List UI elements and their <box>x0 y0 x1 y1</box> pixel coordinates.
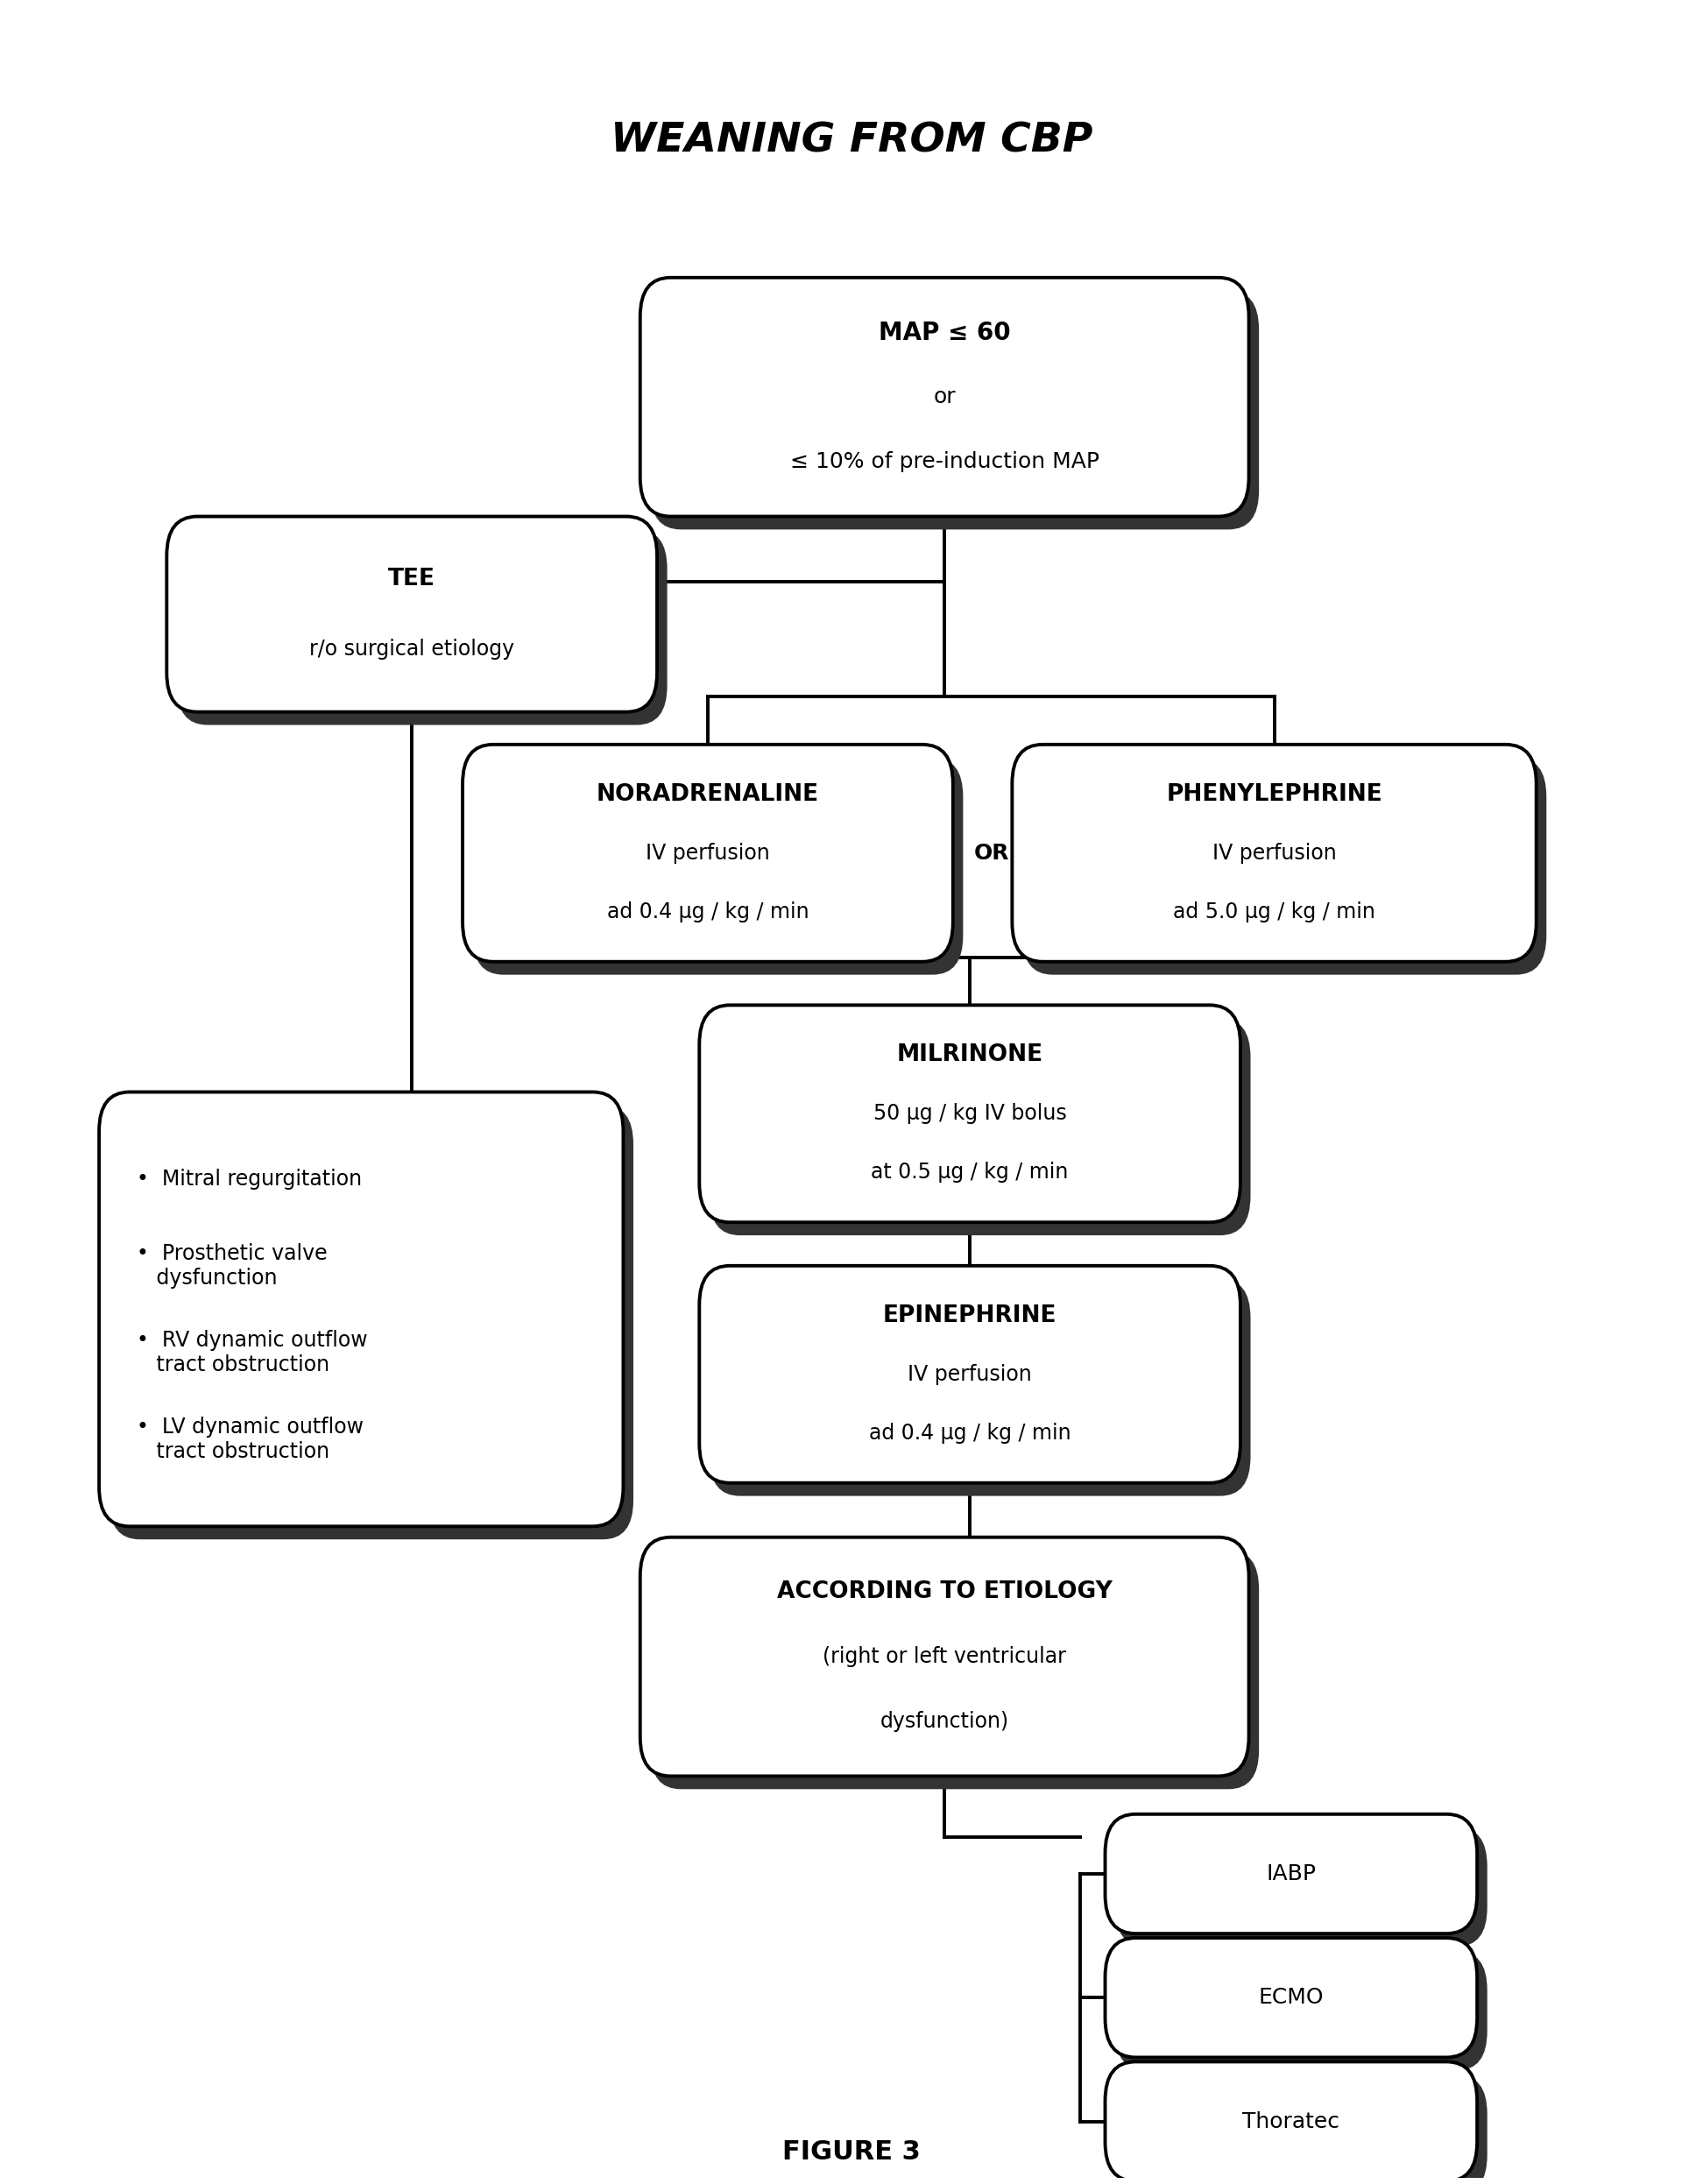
Text: ad 0.4 μg / kg / min: ad 0.4 μg / kg / min <box>606 902 809 922</box>
Text: IABP: IABP <box>1265 1863 1316 1885</box>
FancyBboxPatch shape <box>700 1267 1240 1483</box>
Text: MAP ≤ 60: MAP ≤ 60 <box>879 321 1010 345</box>
Text: (right or left ventricular: (right or left ventricular <box>823 1647 1066 1666</box>
FancyBboxPatch shape <box>1105 1937 1477 2057</box>
FancyBboxPatch shape <box>99 1092 623 1527</box>
FancyBboxPatch shape <box>1105 2062 1477 2182</box>
FancyBboxPatch shape <box>1105 1815 1477 1933</box>
FancyBboxPatch shape <box>1115 1828 1487 1946</box>
Text: NORADRENALINE: NORADRENALINE <box>596 784 819 806</box>
Text: ad 0.4 μg / kg / min: ad 0.4 μg / kg / min <box>869 1422 1071 1444</box>
FancyBboxPatch shape <box>177 529 668 725</box>
Text: IV perfusion: IV perfusion <box>645 843 770 863</box>
FancyBboxPatch shape <box>710 1018 1250 1236</box>
Text: PHENYLEPHRINE: PHENYLEPHRINE <box>1167 784 1383 806</box>
Text: IV perfusion: IV perfusion <box>908 1363 1032 1385</box>
FancyBboxPatch shape <box>473 758 964 974</box>
Text: EPINEPHRINE: EPINEPHRINE <box>882 1304 1058 1328</box>
Text: IV perfusion: IV perfusion <box>1213 843 1337 863</box>
FancyBboxPatch shape <box>651 1551 1259 1789</box>
FancyBboxPatch shape <box>640 1538 1248 1776</box>
FancyBboxPatch shape <box>167 515 657 712</box>
FancyBboxPatch shape <box>700 1005 1240 1223</box>
Text: OR: OR <box>974 843 1010 863</box>
FancyBboxPatch shape <box>1115 2075 1487 2184</box>
FancyBboxPatch shape <box>1115 1950 1487 2070</box>
Text: TEE: TEE <box>388 568 436 590</box>
FancyBboxPatch shape <box>710 1280 1250 1496</box>
Text: •  LV dynamic outflow
   tract obstruction: • LV dynamic outflow tract obstruction <box>136 1417 363 1461</box>
Text: or: or <box>933 387 955 408</box>
Text: ≤ 10% of pre-induction MAP: ≤ 10% of pre-induction MAP <box>790 452 1098 472</box>
FancyBboxPatch shape <box>651 290 1259 529</box>
Text: ad 5.0 μg / kg / min: ad 5.0 μg / kg / min <box>1173 902 1376 922</box>
Text: dysfunction): dysfunction) <box>880 1710 1008 1732</box>
Text: ACCORDING TO ETIOLOGY: ACCORDING TO ETIOLOGY <box>777 1581 1112 1603</box>
Text: •  RV dynamic outflow
   tract obstruction: • RV dynamic outflow tract obstruction <box>136 1330 368 1376</box>
Text: 50 μg / kg IV bolus: 50 μg / kg IV bolus <box>874 1103 1066 1125</box>
FancyBboxPatch shape <box>1012 745 1536 961</box>
Text: •  Prosthetic valve
   dysfunction: • Prosthetic valve dysfunction <box>136 1243 327 1289</box>
Text: •  Mitral regurgitation: • Mitral regurgitation <box>136 1168 361 1190</box>
Text: ECMO: ECMO <box>1259 1987 1323 2007</box>
FancyBboxPatch shape <box>640 277 1248 515</box>
Text: r/o surgical etiology: r/o surgical etiology <box>310 640 514 660</box>
FancyBboxPatch shape <box>463 745 954 961</box>
Text: at 0.5 μg / kg / min: at 0.5 μg / kg / min <box>872 1162 1068 1184</box>
Text: FIGURE 3: FIGURE 3 <box>782 2140 921 2164</box>
Text: MILRINONE: MILRINONE <box>897 1044 1042 1066</box>
FancyBboxPatch shape <box>1022 758 1546 974</box>
Text: Thoratec: Thoratec <box>1243 2112 1340 2132</box>
FancyBboxPatch shape <box>109 1105 634 1540</box>
Text: WEANING FROM CBP: WEANING FROM CBP <box>610 120 1093 159</box>
